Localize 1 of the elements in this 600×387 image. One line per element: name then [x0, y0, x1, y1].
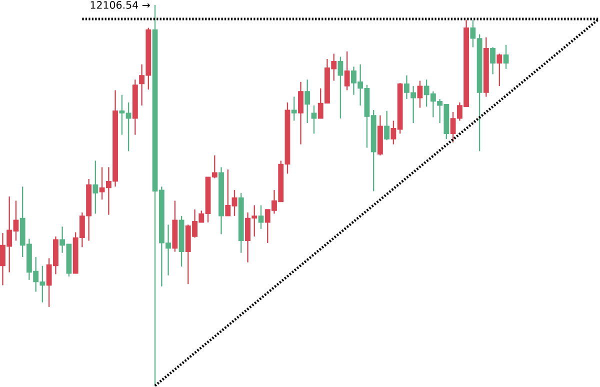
annotation: 12106.54 → [90, 1, 150, 9]
